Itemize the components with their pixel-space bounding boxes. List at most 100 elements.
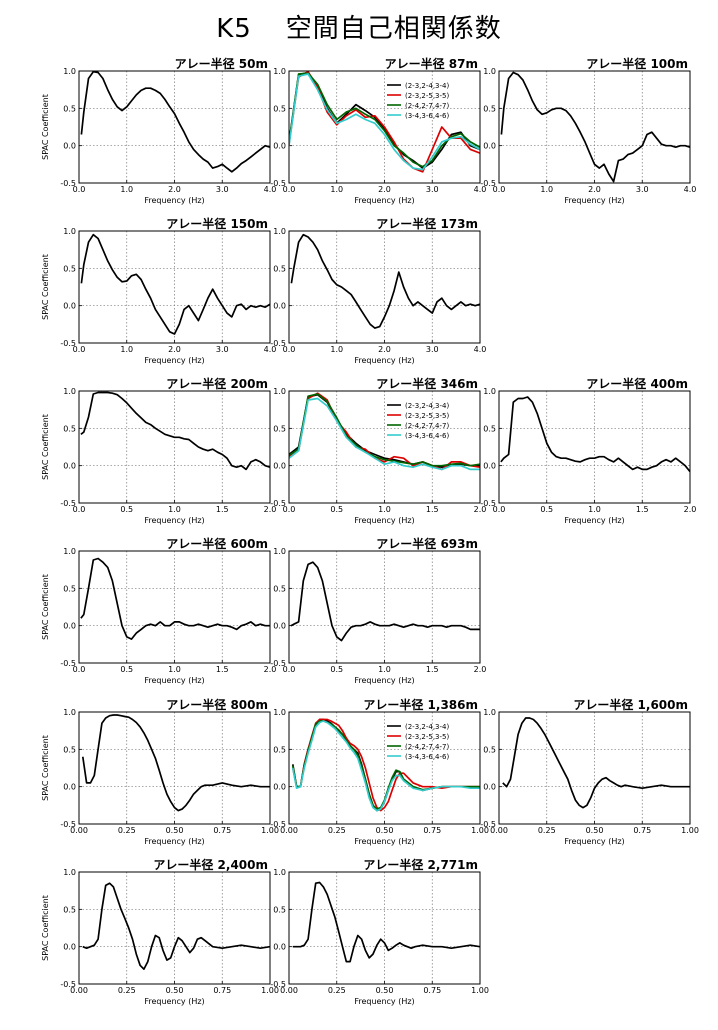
panel-title: アレー半径 346m	[376, 376, 478, 391]
y-tick-label: 0.0	[63, 622, 76, 631]
y-tick-label: 0.0	[63, 783, 76, 792]
x-tick-label: 0.25	[328, 986, 346, 995]
x-axis-label: Frequency (Hz)	[354, 356, 414, 365]
y-tick-label: 1.0	[63, 67, 76, 76]
y-tick-label: -0.5	[270, 339, 286, 348]
y-tick-label: 0.0	[483, 783, 496, 792]
x-tick-label: 1.5	[426, 665, 439, 674]
figure-code: K5	[216, 14, 252, 44]
legend-label: (2-3,2-4,3-4)	[405, 402, 449, 410]
panel-title: アレー半径 1,600m	[573, 697, 688, 712]
x-tick-label: 0.25	[538, 826, 556, 835]
series-line	[289, 393, 480, 467]
x-tick-label: 0.25	[118, 826, 136, 835]
x-axis-label: Frequency (Hz)	[354, 997, 414, 1006]
x-axis-label: Frequency (Hz)	[144, 196, 204, 205]
legend-label: (2-4,2-7,4-7)	[405, 102, 449, 110]
x-axis-label: Frequency (Hz)	[354, 676, 414, 685]
x-tick-label: 0.0	[493, 185, 506, 194]
y-axis-label: SPAC Coefficient	[41, 895, 50, 961]
y-tick-label: -0.5	[60, 820, 76, 829]
legend-label: (2-4,2-7,4-7)	[405, 743, 449, 751]
x-tick-label: 1.5	[636, 505, 649, 514]
y-tick-label: 0.5	[483, 104, 496, 113]
plot-frame	[498, 711, 691, 825]
y-tick-label: 1.0	[63, 547, 76, 556]
x-tick-label: 0.00	[280, 826, 298, 835]
x-axis-label: Frequency (Hz)	[354, 196, 414, 205]
spac-panel: 0.00 0.25 0.50 0.75 1.00 1.0 0.5 0.0 -0.5 アレー半径 1…	[480, 697, 699, 846]
page-title: K5 空間自己相関係数	[0, 8, 718, 45]
legend-label: (2-3,2-5,3-5)	[405, 412, 449, 420]
x-tick-label: 1.0	[120, 185, 133, 194]
y-tick-label: 0.0	[273, 142, 286, 151]
x-tick-label: 1.0	[378, 665, 391, 674]
x-tick-label: 1.0	[540, 185, 553, 194]
y-tick-label: 1.0	[63, 227, 76, 236]
panel-title: アレー半径 100m	[586, 56, 688, 71]
x-tick-label: 1.00	[471, 986, 489, 995]
y-tick-label: 0.5	[273, 424, 286, 433]
x-axis-label: Frequency (Hz)	[354, 837, 414, 846]
panel-title: アレー半径 2,400m	[153, 857, 268, 872]
y-tick-label: -0.5	[60, 339, 76, 348]
series-line	[290, 561, 480, 642]
x-axis-label: Frequency (Hz)	[144, 997, 204, 1006]
plot-frame	[288, 711, 481, 825]
series-line	[500, 71, 690, 183]
x-tick-label: 1.00	[471, 826, 489, 835]
y-tick-label: 1.0	[63, 708, 76, 717]
figure-title: 空間自己相関係数	[285, 14, 502, 44]
x-tick-label: 1.5	[426, 505, 439, 514]
y-tick-label: -0.5	[270, 659, 286, 668]
y-tick-label: 1.0	[63, 868, 76, 877]
plot-frame	[78, 230, 271, 344]
y-tick-label: 0.5	[273, 905, 286, 914]
x-tick-label: 1.0	[330, 185, 343, 194]
x-tick-label: 0.00	[280, 986, 298, 995]
x-tick-label: 2.0	[474, 665, 487, 674]
x-tick-label: 0.75	[423, 986, 441, 995]
x-tick-label: 0.0	[493, 505, 506, 514]
x-tick-label: 2.0	[684, 505, 697, 514]
y-tick-label: 0.0	[483, 142, 496, 151]
panel-title: アレー半径 600m	[166, 536, 268, 551]
legend-label: (3-4,3-6,4-6)	[405, 753, 449, 761]
x-tick-label: 2.0	[264, 665, 277, 674]
x-axis-label: Frequency (Hz)	[564, 196, 624, 205]
y-tick-label: 0.0	[273, 622, 286, 631]
x-axis-label: Frequency (Hz)	[564, 837, 624, 846]
series-line	[80, 233, 270, 335]
y-tick-label: 0.5	[63, 905, 76, 914]
series-line	[290, 233, 480, 329]
plot-frame	[78, 390, 271, 504]
plot-frame	[78, 550, 271, 664]
y-tick-label: 1.0	[273, 67, 286, 76]
y-tick-label: -0.5	[270, 179, 286, 188]
series-line	[289, 73, 480, 171]
legend-label: (2-3,2-5,3-5)	[405, 92, 449, 100]
x-tick-label: 0.0	[283, 185, 296, 194]
y-tick-label: -0.5	[270, 499, 286, 508]
x-tick-label: 1.5	[216, 665, 229, 674]
y-tick-label: -0.5	[60, 980, 76, 989]
y-tick-label: 0.0	[63, 462, 76, 471]
x-axis-label: Frequency (Hz)	[144, 837, 204, 846]
series-line	[80, 71, 270, 173]
y-tick-label: 0.5	[63, 424, 76, 433]
y-tick-label: 1.0	[273, 547, 286, 556]
x-tick-label: 4.0	[264, 345, 277, 354]
y-tick-label: 0.5	[63, 264, 76, 273]
x-tick-label: 0.50	[376, 826, 394, 835]
spac-panel: 0.00 0.25 0.50 0.75 1.00 1.0 0.5 0.0 -0.5 アレー半径 8…	[41, 697, 279, 846]
y-tick-label: 0.5	[63, 584, 76, 593]
x-tick-label: 3.0	[216, 345, 229, 354]
series-line	[80, 391, 270, 471]
x-tick-label: 0.5	[330, 665, 343, 674]
y-tick-label: -0.5	[60, 659, 76, 668]
